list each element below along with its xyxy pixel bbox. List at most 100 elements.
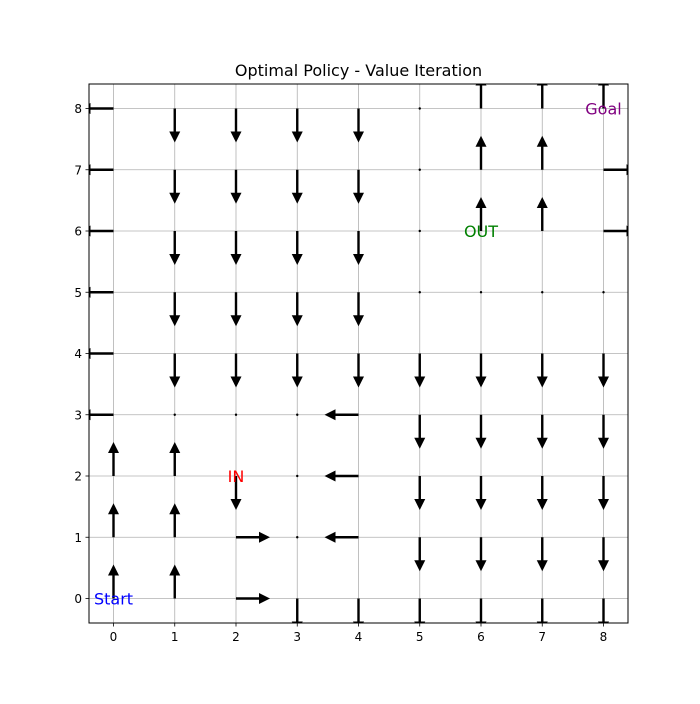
- policy-arrow-left: [324, 531, 359, 543]
- x-tick-label: 8: [600, 630, 608, 644]
- policy-arrow-down: [291, 598, 303, 623]
- policy-arrow-down: [230, 476, 242, 510]
- annotation-start: Start: [94, 590, 133, 609]
- policy-arrow-left: [324, 470, 359, 482]
- y-tick-label: 1: [74, 531, 82, 545]
- y-tick-label: 4: [74, 347, 82, 361]
- policy-arrow-down: [414, 476, 426, 510]
- policy-arrow-none: [296, 536, 299, 539]
- policy-arrow-none: [418, 168, 421, 171]
- policy-arrow-down: [536, 537, 548, 572]
- policy-arrow-down: [475, 598, 487, 623]
- policy-arrow-left: [89, 286, 114, 298]
- policy-arrow-down: [230, 108, 242, 143]
- policy-arrow-down: [536, 598, 548, 623]
- policy-arrow-left: [324, 409, 359, 421]
- chart-title: Optimal Policy - Value Iteration: [235, 61, 482, 80]
- policy-arrow-left: [89, 348, 114, 359]
- policy-arrow-left: [89, 103, 114, 114]
- policy-arrow-down: [291, 108, 303, 143]
- policy-arrow-down: [598, 353, 609, 388]
- y-tick-label: 5: [74, 286, 82, 300]
- policy-arrow-down: [353, 231, 364, 265]
- policy-arrow-left: [89, 164, 114, 176]
- policy-arrow-down: [169, 169, 181, 204]
- policy-arrow-down: [475, 353, 487, 388]
- annotations: Start IN OUT Goal: [94, 100, 622, 609]
- policy-arrow-down: [598, 537, 609, 572]
- policy-arrow-down: [291, 231, 303, 265]
- policy-arrow-none: [541, 291, 544, 294]
- policy-arrow-none: [296, 474, 299, 478]
- policy-arrow-down: [598, 414, 609, 449]
- policy-arrow-up: [475, 197, 487, 231]
- policy-arrow-right: [236, 531, 270, 543]
- y-tick-label: 8: [74, 102, 82, 116]
- policy-arrow-down: [536, 353, 548, 388]
- policy-arrow-up: [169, 442, 181, 476]
- policy-arrow-down: [353, 169, 364, 204]
- policy-arrow-right: [603, 225, 628, 237]
- y-tick-label: 7: [74, 163, 82, 177]
- policy-arrow-down: [598, 476, 609, 510]
- policy-arrow-none: [602, 291, 605, 294]
- policy-arrow-down: [353, 598, 364, 623]
- policy-arrow-down: [169, 108, 181, 143]
- annotation-out: OUT: [464, 222, 498, 241]
- annotation-goal: Goal: [585, 100, 621, 119]
- policy-arrow-none: [296, 413, 299, 416]
- policy-arrow-up: [169, 503, 181, 538]
- policy-arrow-down: [169, 231, 181, 265]
- policy-arrow-none: [234, 413, 238, 416]
- x-tick-label: 6: [477, 630, 485, 644]
- x-axis-ticks: 0 1 2 3 4 5 6 7 8: [110, 623, 608, 644]
- policy-arrow-down: [353, 292, 364, 327]
- x-tick-label: 4: [355, 630, 363, 644]
- policy-arrow-down: [291, 292, 303, 327]
- policy-arrow-down: [353, 353, 364, 388]
- policy-arrow-down: [475, 476, 487, 510]
- policy-arrow-up: [108, 442, 119, 476]
- x-tick-label: 1: [171, 630, 179, 644]
- x-tick-label: 0: [110, 630, 118, 644]
- policy-arrow-none: [173, 413, 176, 416]
- policy-arrow-up: [108, 503, 119, 538]
- policy-arrow-up: [169, 564, 181, 599]
- policy-arrow-down: [169, 292, 181, 327]
- policy-arrow-down: [536, 414, 548, 449]
- policy-arrow-right: [236, 593, 270, 604]
- policy-arrow-down: [475, 414, 487, 449]
- policy-arrow-up: [475, 84, 487, 109]
- policy-arrow-up: [536, 135, 548, 170]
- policy-arrow-up: [598, 84, 609, 109]
- policy-arrow-down: [230, 169, 242, 204]
- policy-arrow-left: [89, 225, 114, 237]
- policy-arrow-down: [291, 169, 303, 204]
- policy-arrow-down: [353, 108, 364, 143]
- x-tick-label: 3: [293, 630, 301, 644]
- policy-arrow-down: [230, 353, 242, 388]
- policy-arrow-none: [418, 107, 421, 110]
- policy-arrows: [89, 84, 628, 623]
- policy-arrow-up: [108, 564, 119, 599]
- policy-arrow-down: [414, 353, 426, 388]
- policy-arrow-down: [169, 353, 181, 388]
- policy-arrow-down: [414, 414, 426, 449]
- y-tick-label: 2: [74, 470, 82, 484]
- x-tick-label: 7: [538, 630, 546, 644]
- policy-arrow-none: [418, 229, 421, 233]
- policy-arrow-down: [291, 353, 303, 388]
- policy-arrow-none: [479, 291, 483, 294]
- policy-arrow-up: [536, 84, 548, 109]
- policy-arrow-up: [536, 197, 548, 231]
- y-tick-label: 6: [74, 225, 82, 239]
- policy-arrow-down: [414, 598, 426, 623]
- y-tick-label: 0: [74, 592, 82, 606]
- y-axis-ticks: 0 1 2 3 4 5 6 7 8: [74, 102, 89, 606]
- policy-arrow-down: [230, 292, 242, 327]
- policy-arrow-none: [418, 291, 421, 294]
- policy-arrow-down: [414, 537, 426, 572]
